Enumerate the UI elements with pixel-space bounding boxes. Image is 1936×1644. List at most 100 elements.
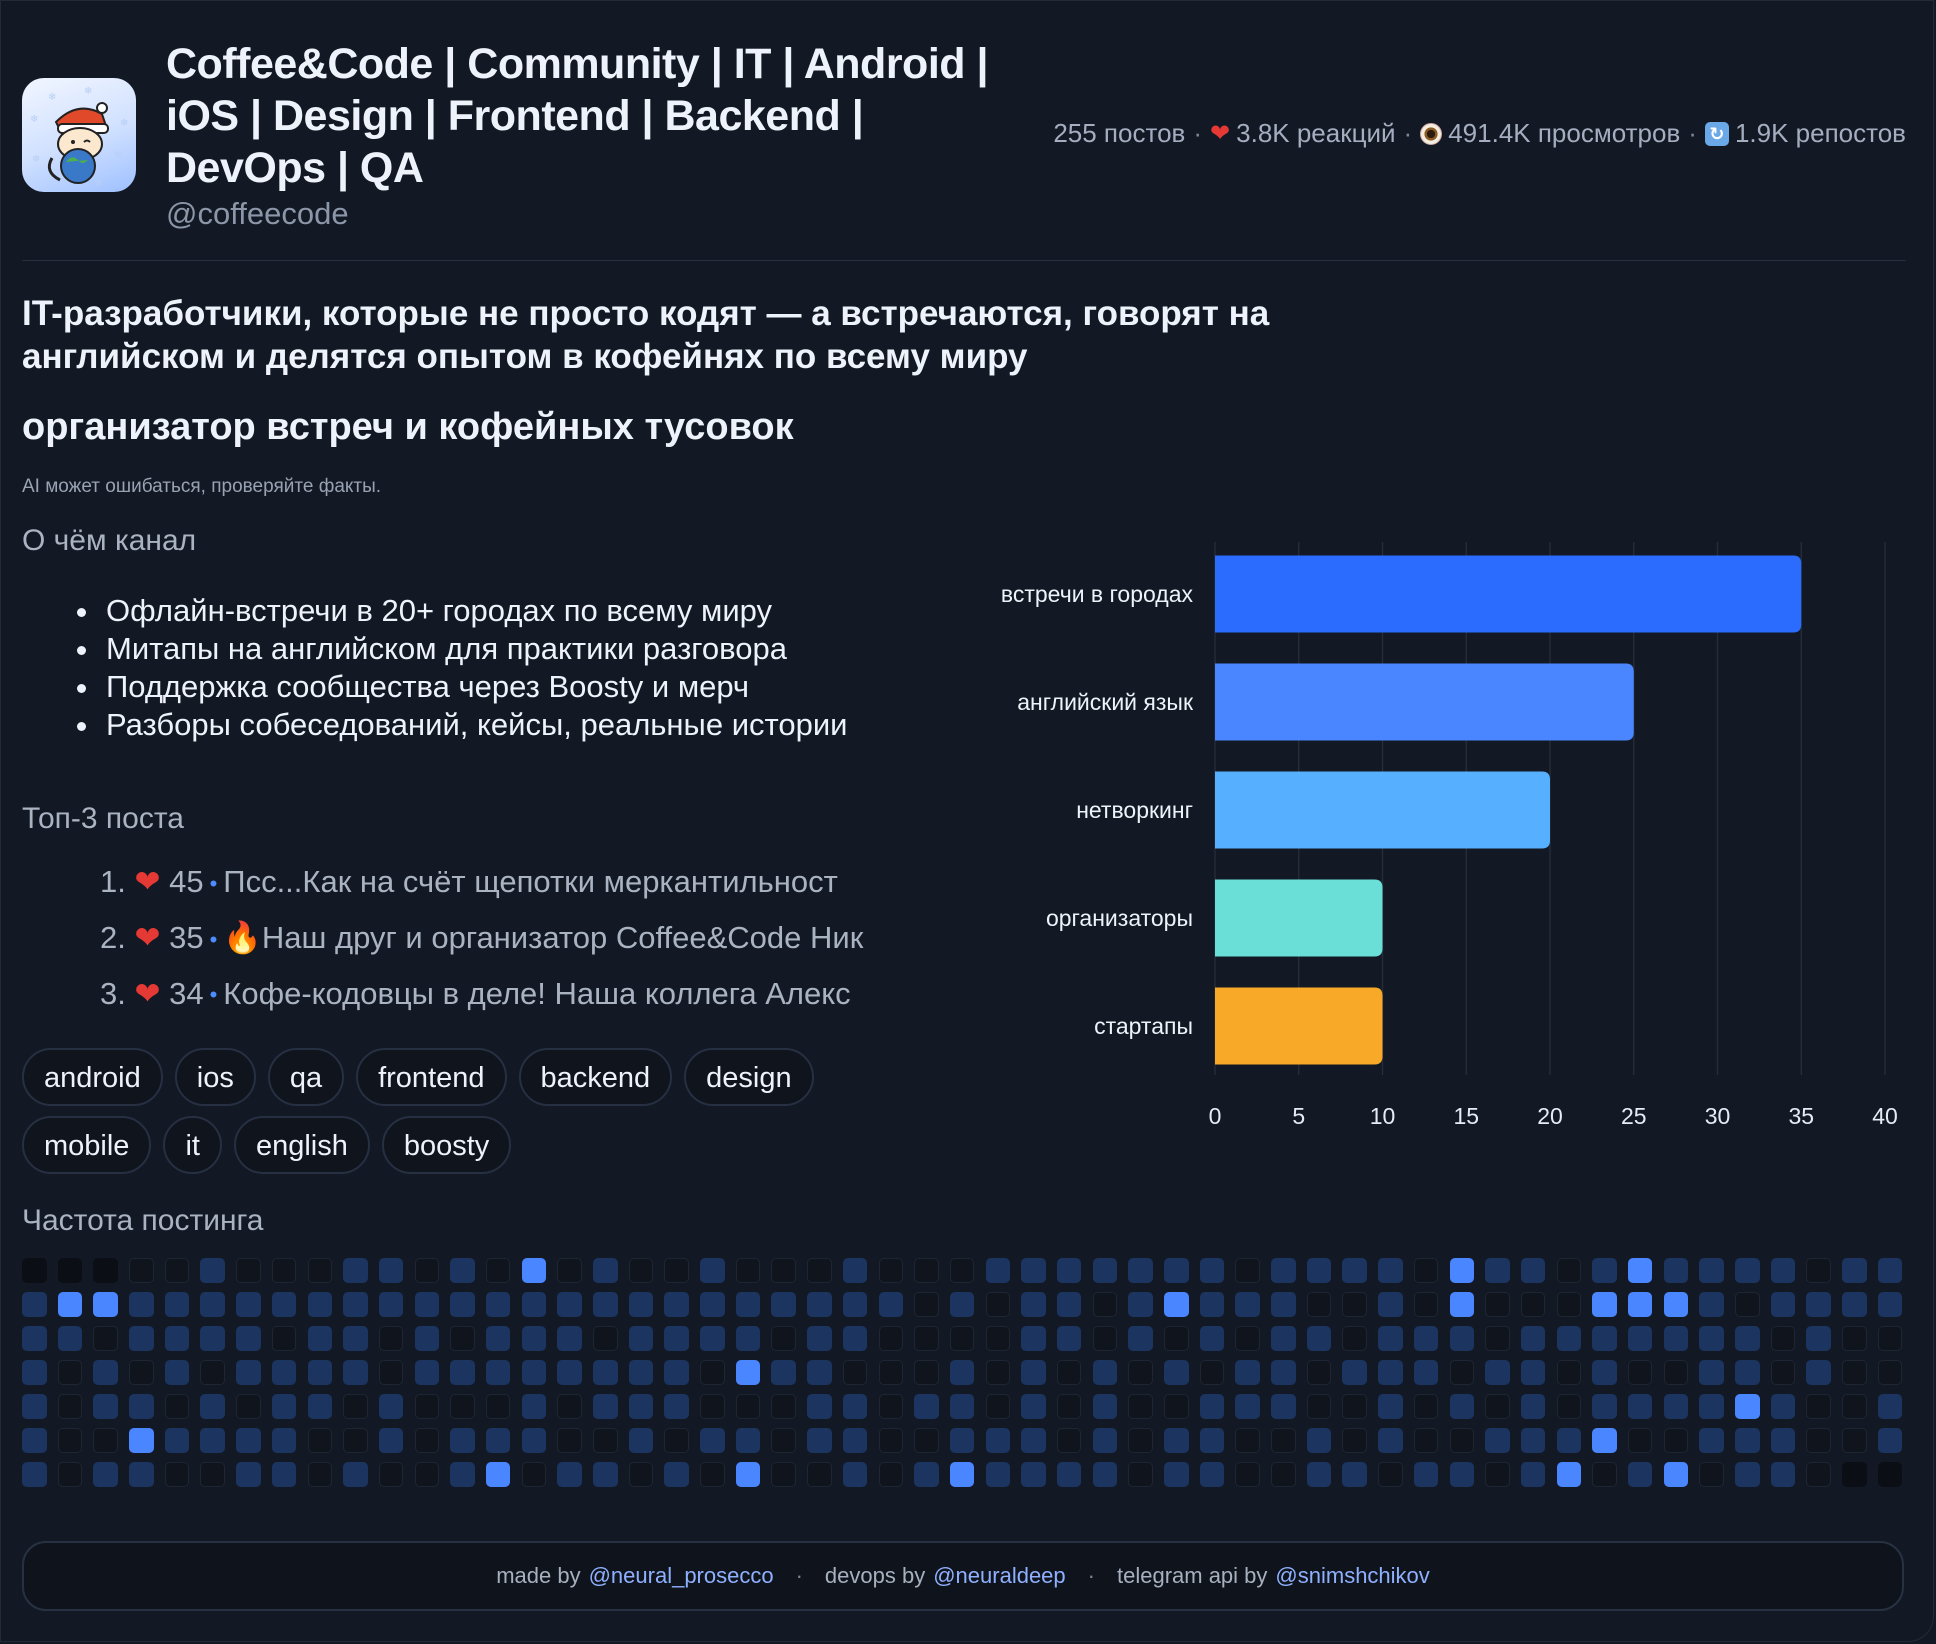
heatmap-cell: [628, 1258, 654, 1283]
heatmap-cell: [1806, 1394, 1831, 1419]
heatmap-cell: [200, 1428, 225, 1453]
heatmap-cell: [1235, 1360, 1260, 1385]
heatmap-cell: [271, 1258, 297, 1283]
heatmap-cell: [842, 1326, 868, 1351]
heatmap-cell: [842, 1360, 868, 1385]
tag-chip[interactable]: frontend: [356, 1048, 507, 1106]
heatmap-cell: [1378, 1394, 1403, 1419]
post-rank: 1.: [100, 864, 126, 899]
api-label: telegram api by: [1116, 1563, 1268, 1588]
heatmap-cell: [1306, 1258, 1332, 1283]
heatmap-cell: [1056, 1394, 1082, 1419]
heatmap-cell: [93, 1394, 118, 1419]
heatmap-cell: [1770, 1428, 1796, 1453]
heatmap-cell: [842, 1292, 868, 1317]
svg-text:❄: ❄: [32, 154, 40, 165]
heatmap-cell: [414, 1462, 440, 1487]
heatmap-cell: [1877, 1360, 1903, 1385]
heatmap-cell: [1199, 1292, 1225, 1317]
fire-icon: 🔥: [223, 919, 262, 955]
heatmap-cell: [949, 1258, 975, 1283]
heatmap-cell: [842, 1462, 868, 1487]
heatmap-cell: [1092, 1360, 1118, 1385]
heatmap-cell: [1699, 1326, 1724, 1351]
heatmap-cell: [485, 1360, 511, 1385]
heatmap-cell: [1842, 1462, 1867, 1487]
heatmap-cell: [914, 1360, 939, 1385]
heatmap-cell: [1556, 1462, 1582, 1487]
heatmap-cell: [22, 1462, 47, 1487]
top-post-item[interactable]: 2. ❤ 35 • 🔥Наш друг и организатор Coffee&C…: [100, 911, 863, 967]
heatmap-cell: [1092, 1258, 1118, 1283]
heatmap-cell: [593, 1292, 618, 1317]
post-text: Псс...Как на счёт щепотки меркантильност: [223, 864, 838, 899]
svg-text:❄: ❄: [120, 118, 128, 129]
heatmap-cell: [200, 1292, 225, 1317]
heatmap-cell: [271, 1394, 297, 1419]
heatmap-cell: [1770, 1292, 1796, 1317]
heatmap-cell: [1770, 1258, 1796, 1283]
heatmap-cell: [700, 1394, 725, 1419]
heatmap-cell: [1735, 1292, 1760, 1317]
heatmap-cell: [664, 1360, 689, 1385]
heatmap-cell: [735, 1326, 761, 1351]
heatmap-cell: [807, 1258, 832, 1283]
made-by-link[interactable]: @neural_prosecco: [588, 1563, 774, 1588]
heatmap-cell: [521, 1258, 547, 1283]
heatmap-cell: [1699, 1292, 1724, 1317]
heatmap-cell: [1449, 1360, 1474, 1385]
heatmap-cell: [1342, 1326, 1367, 1351]
heatmap-cell: [1342, 1292, 1367, 1317]
tag-chip[interactable]: design: [684, 1048, 814, 1106]
eye-icon: [1420, 122, 1443, 145]
heatmap-cell: [343, 1292, 368, 1317]
heatmap-cell: [557, 1428, 582, 1453]
heatmap-cell: [1806, 1462, 1831, 1487]
heatmap-cell: [771, 1326, 796, 1351]
heatmap-cell: [700, 1428, 725, 1453]
heatmap-cell: [1271, 1292, 1296, 1317]
heatmap-cell: [1271, 1326, 1296, 1351]
heatmap-cell: [628, 1394, 654, 1419]
top-post-item[interactable]: 1. ❤ 45 • Псс...Как на счёт щепотки меркан…: [100, 855, 863, 911]
heatmap-cell: [1556, 1258, 1582, 1283]
heatmap-cell: [878, 1292, 903, 1317]
heatmap-cell: [521, 1462, 547, 1487]
heatmap-cell: [735, 1292, 761, 1317]
svg-text:❄: ❄: [30, 114, 38, 125]
top-post-item[interactable]: 3. ❤ 34 • Кофе-кодовцы в деле! Наша коллег…: [100, 967, 863, 1023]
heatmap-cell: [949, 1326, 975, 1351]
tag-chip[interactable]: mobile: [22, 1116, 152, 1174]
heatmap-cell: [22, 1428, 47, 1453]
heatmap-cell: [1235, 1258, 1260, 1283]
tag-chip[interactable]: qa: [267, 1048, 345, 1106]
heatmap-cell: [557, 1258, 582, 1283]
devops-link[interactable]: @neuraldeep: [933, 1563, 1066, 1588]
x-tick-label: 10: [1370, 1103, 1396, 1129]
heart-icon: ❤: [1210, 120, 1231, 147]
heatmap-cell: [1627, 1428, 1653, 1453]
heatmap-cell: [1556, 1360, 1582, 1385]
heatmap-cell: [1306, 1462, 1332, 1487]
heatmap-cell: [1413, 1462, 1439, 1487]
heatmap-cell: [378, 1258, 404, 1283]
heatmap-cell: [1806, 1360, 1831, 1385]
x-tick-label: 0: [1209, 1103, 1222, 1129]
x-tick-label: 15: [1453, 1103, 1479, 1129]
tag-chip[interactable]: it: [163, 1116, 222, 1174]
tag-chip[interactable]: boosty: [381, 1116, 512, 1174]
tag-chip[interactable]: android: [22, 1048, 163, 1106]
heatmap-cell: [521, 1394, 547, 1419]
tag-chip[interactable]: english: [233, 1116, 370, 1174]
heatmap-cell: [1699, 1394, 1724, 1419]
heatmap-cell: [1449, 1394, 1474, 1419]
heatmap-cell: [1520, 1258, 1546, 1283]
heatmap-cell: [664, 1258, 689, 1283]
about-list: Офлайн-встречи в 20+ городах по всему ми…: [72, 592, 847, 744]
tag-chip[interactable]: ios: [174, 1048, 256, 1106]
heatmap-cell: [307, 1360, 332, 1385]
heatmap-cell: [1413, 1326, 1439, 1351]
api-link[interactable]: @snimshchikov: [1275, 1563, 1430, 1588]
heatmap-cell: [1378, 1360, 1403, 1385]
tag-chip[interactable]: backend: [518, 1048, 673, 1106]
